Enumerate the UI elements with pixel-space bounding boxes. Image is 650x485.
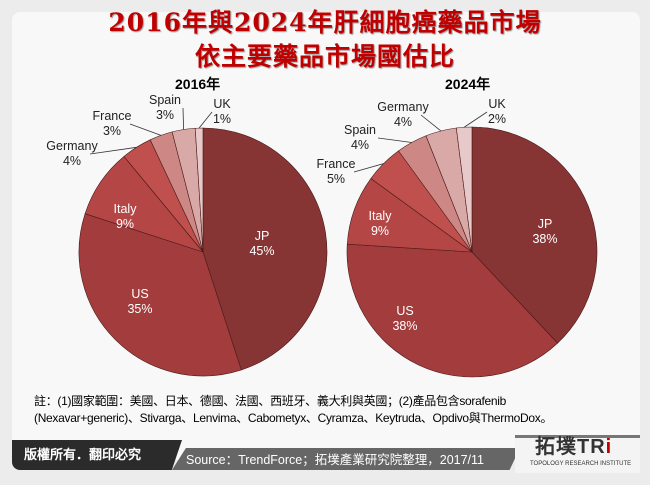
slice-label-value: 4% [394,115,412,129]
slice-label-name: Germany [377,100,429,114]
tri-logo: 拓墣TRi [535,436,613,458]
slice-label-name: Italy [114,202,138,216]
chart-title-line2: 依主要藥品市場國估比 [194,42,455,71]
slice-label-value: 4% [63,154,81,168]
footnote-line2: (Nexavar+generic)、Stivarga、Lenvima、Cabom… [34,411,553,425]
slice-label-value: 3% [103,124,121,138]
pie-slice-us [346,243,558,378]
leader-line [198,111,213,129]
slice-label-name: US [396,304,413,318]
slice-label-value: 38% [392,319,417,333]
leader-line [420,114,442,132]
pie-slice-uk [194,127,204,253]
leader-line [463,111,488,128]
slice-label-value: 9% [116,217,134,231]
pie-2024-title: 2024年 [445,76,491,92]
slice-label-name: JP [538,217,553,231]
slice-label-value: 9% [371,224,389,238]
slice-label-name: UK [213,97,231,111]
slice-label-name: Spain [149,93,181,107]
pie-slice-uk [455,126,473,253]
slice-label-value: 38% [532,232,557,246]
tri-logo-subtitle: TOPOLOGY RESEARCH INSTITUTE [530,461,632,467]
slice-label-name: France [93,109,132,123]
leader-line [353,163,384,173]
slice-label-name: Italy [369,209,393,223]
pie-2016-title: 2016年 [175,76,221,92]
slice-label-name: JP [255,229,270,243]
pie-slice-jp [202,127,328,371]
leader-line [89,146,137,155]
leader-line [377,137,412,143]
pie-slice-us [78,213,242,377]
slice-label-value: 3% [156,108,174,122]
footnote-line1: 註：(1)國家範圍：美國、日本、德國、法國、西班牙、義大利與英國；(2)產品包含… [34,394,507,408]
footnote: 註：(1)國家範圍：美國、日本、德國、法國、西班牙、義大利與英國；(2)產品包含… [34,393,552,427]
slice-label-value: 35% [127,302,152,316]
slice-label-name: France [317,157,356,171]
slice-label-name: Spain [344,123,376,137]
leader-line [129,123,162,136]
slice-label-name: UK [488,97,506,111]
slice-label-value: 45% [249,244,274,258]
logo-area [515,435,640,473]
leader-line [182,107,185,130]
source-banner: Source：TrendForce；拓墣產業研究院整理，2017/11 [172,448,520,470]
slice-label-value: 1% [213,112,231,126]
slice-label-value: 5% [327,172,345,186]
slice-label-value: 2% [488,112,506,126]
slice-label-name: Germany [46,139,98,153]
chart-title-line1: 2016年與2024年肝細胞癌藥品市場 [108,8,542,37]
slice-label-value: 4% [351,138,369,152]
slice-label-name: US [131,287,148,301]
copyright-banner: 版權所有．翻印必究 [12,440,182,470]
pie-slice-jp [471,126,598,344]
